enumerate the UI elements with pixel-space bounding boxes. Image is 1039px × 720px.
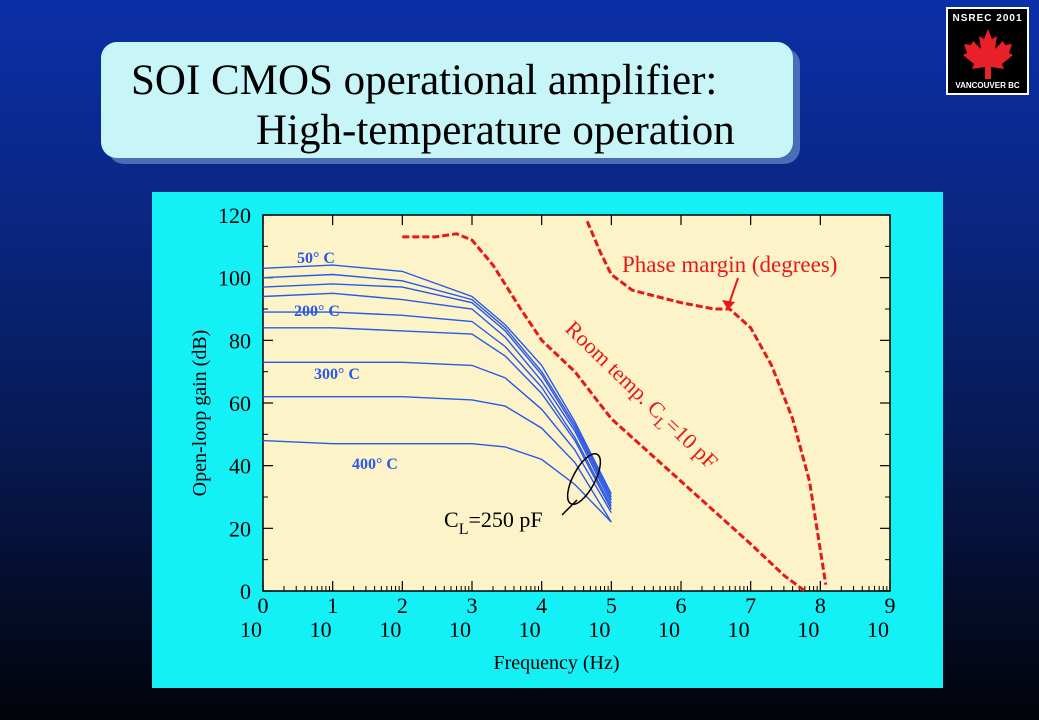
gain-phase-chart: 0204060801001201001011021031041051061071…: [189, 203, 896, 674]
x-axis-label: Frequency (Hz): [493, 652, 619, 674]
x-tick-exponent: 4: [536, 593, 547, 618]
x-tick-base: 10: [867, 617, 889, 642]
x-tick-base: 10: [310, 617, 332, 642]
title-line-1: SOI CMOS operational amplifier:: [131, 57, 718, 104]
gain-curve: [262, 283, 612, 501]
cl-ellipse: [566, 452, 602, 506]
y-tick-label: 120: [218, 203, 251, 228]
logo-bottom-text: VANCOUVER BC: [955, 81, 1020, 90]
x-tick-exponent: 2: [397, 593, 408, 618]
gain-curve: [263, 361, 612, 514]
temperature-label: 50° C: [297, 250, 335, 267]
logo-top-text: NSREC 2001: [952, 13, 1023, 24]
x-tick-exponent: 8: [815, 593, 826, 618]
room-temp-phase-curve: [402, 232, 806, 593]
y-tick-label: 40: [229, 454, 251, 479]
phase-margin-curve: [585, 220, 828, 585]
temperature-label: 200° C: [294, 303, 340, 320]
y-tick-label: 20: [229, 516, 251, 541]
x-tick-base: 10: [379, 617, 401, 642]
gain-curve: [262, 273, 612, 498]
x-tick-exponent: 1: [327, 593, 338, 618]
x-tick-exponent: 3: [467, 593, 478, 618]
cl-250-label: CL=250 pF: [444, 507, 543, 538]
x-tick-exponent: 0: [258, 593, 269, 618]
gain-curve: [263, 396, 612, 523]
x-tick-exponent: 5: [606, 593, 617, 618]
chart-panel: 0 20 40 60 80 100 120 10 0 10 1 10 2 10 3 10 4 10 5 10 6 10 7 1…: [152, 192, 943, 688]
gain-curve: [262, 264, 612, 495]
x-tick-base: 10: [658, 617, 680, 642]
temperature-label: 300° C: [314, 366, 360, 383]
temperature-label: 400° C: [352, 456, 398, 473]
phase-margin-label: Phase margin (degrees): [622, 252, 837, 277]
x-tick-base: 10: [519, 617, 541, 642]
title-line-2: High-temperature operation: [256, 107, 735, 154]
x-tick-base: 10: [240, 617, 262, 642]
title-box: SOI CMOS operational amplifier: High-tem…: [101, 42, 793, 158]
y-tick-label: 80: [229, 328, 251, 353]
x-tick-base: 10: [728, 617, 750, 642]
y-axis-label: Open-loop gain (dB): [189, 330, 211, 497]
y-tick-label: 60: [229, 391, 251, 416]
phase-margin-arrowhead: [722, 300, 735, 310]
y-tick-label: 100: [218, 266, 251, 291]
gain-curve: [262, 292, 612, 504]
maple-leaf-icon: [963, 29, 1013, 79]
gain-curve: [262, 439, 612, 523]
x-tick-exponent: 9: [885, 593, 896, 618]
x-tick-base: 10: [449, 617, 471, 642]
y-tick-label: 0: [240, 579, 251, 604]
gain-curve: [263, 327, 612, 510]
cl-pointer: [561, 499, 578, 516]
x-tick-base: 10: [797, 617, 819, 642]
nsrec-logo: NSREC 2001 VANCOUVER BC: [946, 7, 1029, 95]
gain-curve: [263, 311, 612, 507]
x-tick-exponent: 6: [676, 593, 687, 618]
x-tick-base: 10: [588, 617, 610, 642]
x-tick-exponent: 7: [745, 593, 756, 618]
